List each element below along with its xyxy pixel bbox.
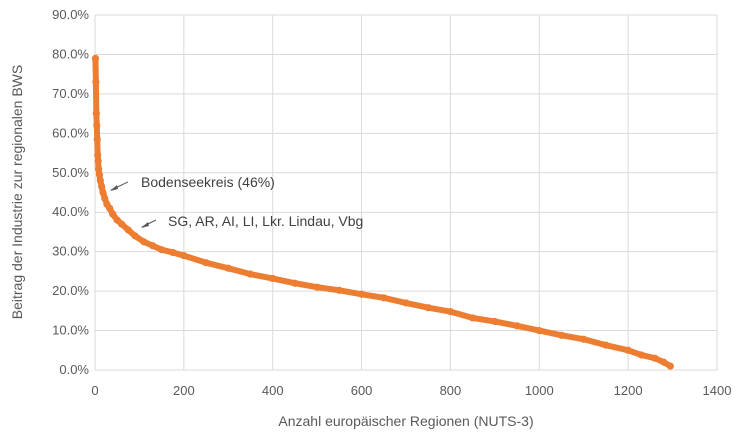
x-tick-label: 0: [91, 383, 98, 398]
x-tick-label: 800: [440, 383, 462, 398]
data-point: [580, 335, 588, 343]
data-point: [93, 121, 101, 130]
data-point: [99, 188, 107, 197]
annotation-bodenseekreis: Bodenseekreis (46%): [141, 174, 275, 190]
data-point: [94, 151, 102, 159]
data-point: [446, 308, 455, 316]
data-point: [169, 248, 177, 257]
y-axis-title: Beitrag der Industrie zur regionalen BWS: [9, 65, 25, 319]
y-tick-label: 10.0%: [52, 323, 89, 338]
data-point: [402, 299, 410, 307]
data-point: [291, 279, 299, 287]
data-point: [106, 204, 114, 212]
data-point: [92, 110, 100, 118]
x-tick-label: 1000: [525, 383, 554, 398]
y-tick-label: 30.0%: [52, 244, 89, 259]
data-point: [95, 171, 104, 179]
data-point: [109, 210, 117, 218]
series-curve: [91, 54, 674, 370]
data-point: [93, 135, 101, 143]
data-point: [380, 294, 388, 302]
annotation-arrowhead-sg: [141, 222, 149, 228]
data-point: [140, 238, 148, 246]
y-tick-label: 60.0%: [52, 125, 89, 140]
data-point: [424, 304, 432, 312]
data-point: [637, 351, 646, 359]
data-point: [149, 242, 157, 250]
x-axis-ticks: 0 200 400 600 800 1000 1200 1400: [91, 383, 731, 398]
annotation-sg-ar-ai-li: SG, AR, AI, LI, Lkr. Lindau, Vbg: [168, 213, 363, 229]
data-point: [131, 232, 139, 240]
x-tick-label: 1200: [614, 383, 643, 398]
data-point: [224, 264, 232, 272]
y-tick-label: 70.0%: [52, 86, 89, 101]
y-tick-label: 20.0%: [52, 283, 89, 298]
y-axis-ticks: 0.0% 10.0% 20.0% 30.0% 40.0% 50.0% 60.0% 70.0% 8…: [52, 7, 89, 377]
data-point: [535, 326, 543, 335]
data-point: [313, 283, 321, 291]
x-tick-label: 1400: [703, 383, 732, 398]
annotations: Bodenseekreis (46%) SG, AR, AI, LI, Lkr.…: [110, 174, 363, 229]
data-point: [469, 314, 477, 322]
x-tick-label: 600: [351, 383, 373, 398]
data-point: [124, 226, 132, 234]
data-point: [94, 165, 103, 173]
data-point: [158, 246, 166, 254]
y-tick-label: 50.0%: [52, 165, 89, 180]
y-tick-label: 80.0%: [52, 46, 89, 61]
y-tick-label: 90.0%: [52, 7, 89, 22]
data-point: [660, 358, 668, 366]
x-axis-title: Anzahl europäischer Regionen (NUTS-3): [278, 413, 533, 429]
data-point: [357, 290, 366, 298]
x-tick-label: 400: [262, 383, 284, 398]
data-point: [202, 259, 210, 267]
data-point: [666, 362, 674, 370]
data-point: [491, 317, 499, 326]
data-point: [96, 177, 104, 185]
data-point: [246, 270, 255, 278]
data-point: [651, 354, 659, 362]
data-point: [92, 78, 100, 86]
data-point: [624, 346, 632, 354]
data-point: [101, 194, 109, 203]
data-point: [557, 331, 566, 339]
grid: [94, 14, 718, 371]
data-point: [91, 54, 100, 62]
data-point: [98, 182, 106, 191]
data-point: [94, 157, 102, 165]
annotation-arrowhead-bodenseekreis: [110, 185, 118, 191]
data-point: [513, 322, 521, 330]
y-tick-label: 0.0%: [59, 362, 89, 377]
y-tick-label: 40.0%: [52, 204, 89, 219]
data-point: [269, 274, 277, 283]
data-point: [602, 341, 610, 349]
data-point: [335, 286, 343, 294]
data-point: [180, 252, 188, 260]
data-point: [118, 220, 126, 228]
x-tick-label: 200: [173, 383, 195, 398]
